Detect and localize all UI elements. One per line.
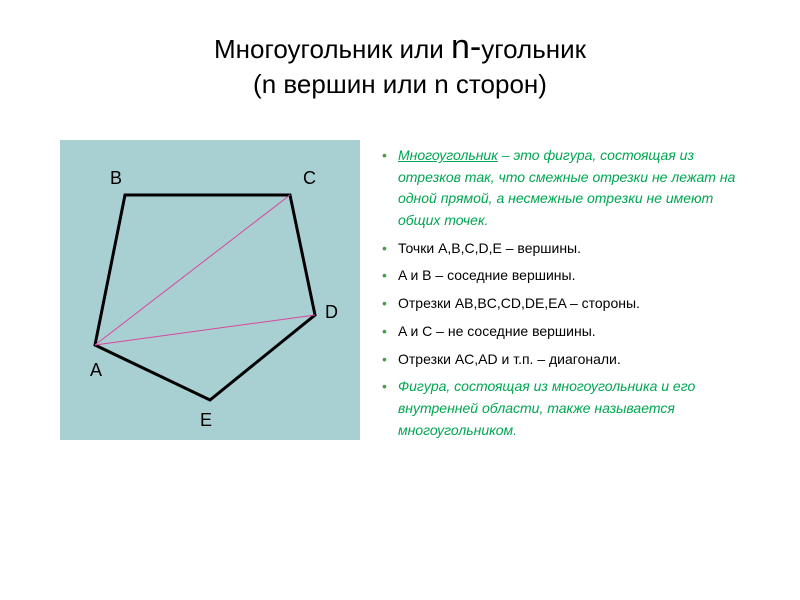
label-c: C (303, 168, 316, 189)
label-d: D (325, 302, 338, 323)
bullet-adjacent: A и B – соседние вершины. (380, 265, 740, 287)
title-part1: Многоугольник или (214, 34, 451, 64)
bullet-vertices: Точки A,B,C,D,E – вершины. (380, 238, 740, 260)
content-area: A B C D E Многоугольник – это фигура, со… (0, 120, 800, 447)
title-area: Многоугольник или n-угольник (n вершин и… (0, 0, 800, 120)
bullet-sides: Отрезки AB,BC,CD,DE,EA – стороны. (380, 293, 740, 315)
definition-list: Многоугольник – это фигура, состоящая из… (380, 140, 740, 447)
bullet-nonadjacent: A и C – не соседние вершины. (380, 321, 740, 343)
label-a: A (90, 360, 102, 381)
title-line2: (n вершин или n сторон) (0, 69, 800, 100)
bullet-definition: Многоугольник – это фигура, состоящая из… (380, 145, 740, 232)
polygon-diagram: A B C D E (60, 140, 360, 440)
label-b: B (110, 168, 122, 189)
term: Многоугольник (398, 147, 498, 163)
bullet-diagonals: Отрезки AC,AD и т.п. – диагонали. (380, 349, 740, 371)
title-part2: угольник (481, 34, 586, 64)
label-e: E (200, 410, 212, 431)
figure-text: Фигура, состоящая из многоугольника и ег… (398, 378, 695, 437)
bullet-figure: Фигура, состоящая из многоугольника и ег… (380, 376, 740, 441)
polygon-outline (95, 195, 315, 400)
title-n: n- (451, 28, 481, 66)
title-line1: Многоугольник или n-угольник (0, 28, 800, 67)
